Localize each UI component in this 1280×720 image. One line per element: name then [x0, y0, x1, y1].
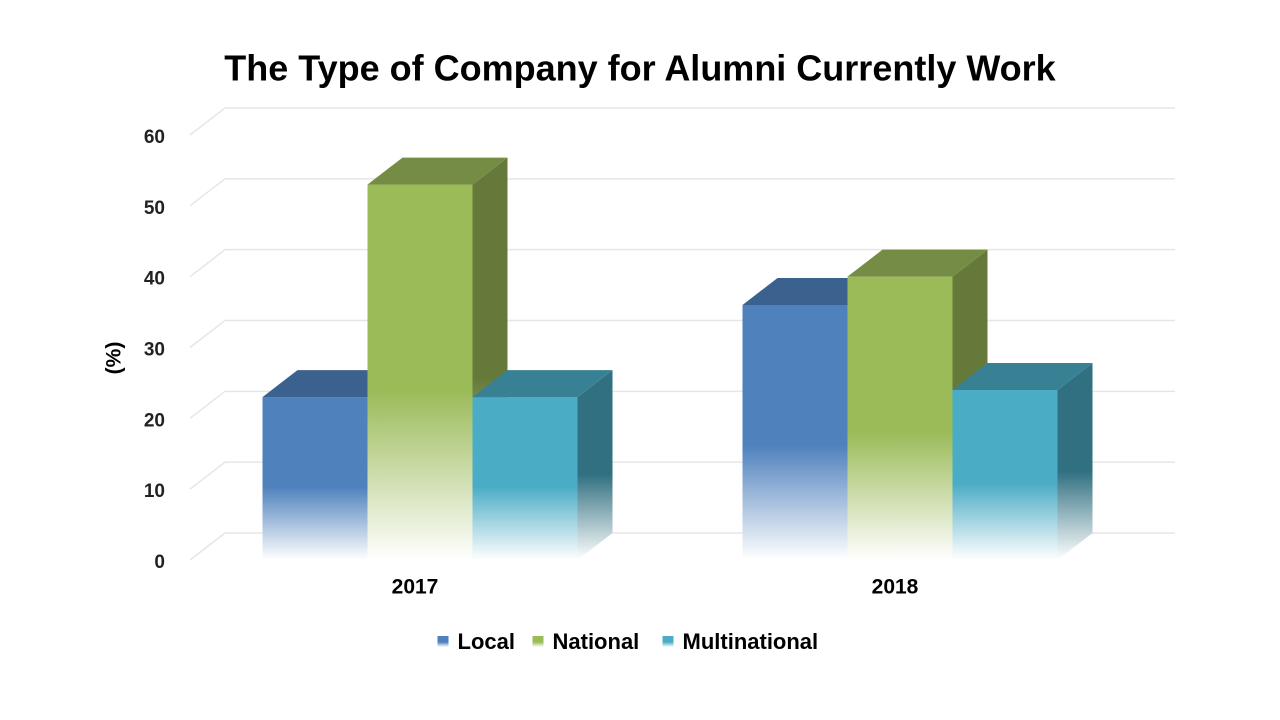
bar-front [367, 184, 473, 561]
grid-line [189, 319, 1175, 349]
bar-top [367, 157, 508, 185]
bar-front [262, 397, 368, 560]
y-tick-label: 50 [144, 198, 165, 219]
bar-front [742, 305, 848, 560]
legend-label: Multinational [683, 629, 819, 654]
y-tick-label: 20 [144, 410, 165, 431]
bar-front [952, 390, 1058, 560]
legend-swatch [532, 636, 544, 647]
y-axis-label: (%) [103, 342, 126, 375]
y-tick-label: 0 [154, 552, 165, 573]
bar-side [577, 370, 613, 560]
y-tick-label: 60 [144, 127, 165, 148]
bar-side [1057, 363, 1093, 560]
x-tick-label: 2017 [392, 576, 439, 599]
bar-top [952, 363, 1093, 390]
grid-line [189, 107, 1175, 136]
legend-swatch [662, 636, 674, 647]
x-tick-label: 2018 [872, 576, 919, 599]
grid-line [189, 248, 1175, 278]
bar-top [472, 370, 613, 398]
bar-top [847, 249, 988, 277]
legend-label: Local [458, 629, 515, 654]
grid-line [189, 178, 1175, 207]
bar [952, 363, 1093, 560]
bar-front [847, 276, 953, 560]
legend-label: National [553, 629, 640, 654]
bar [472, 370, 613, 560]
bar [367, 157, 508, 561]
y-tick-label: 30 [144, 340, 165, 361]
y-tick-label: 40 [144, 269, 165, 290]
y-tick-label: 10 [144, 481, 165, 502]
chart-title: The Type of Company for Alumni Currently… [224, 48, 1056, 89]
bar-front [472, 397, 578, 560]
legend-swatch [437, 636, 449, 647]
